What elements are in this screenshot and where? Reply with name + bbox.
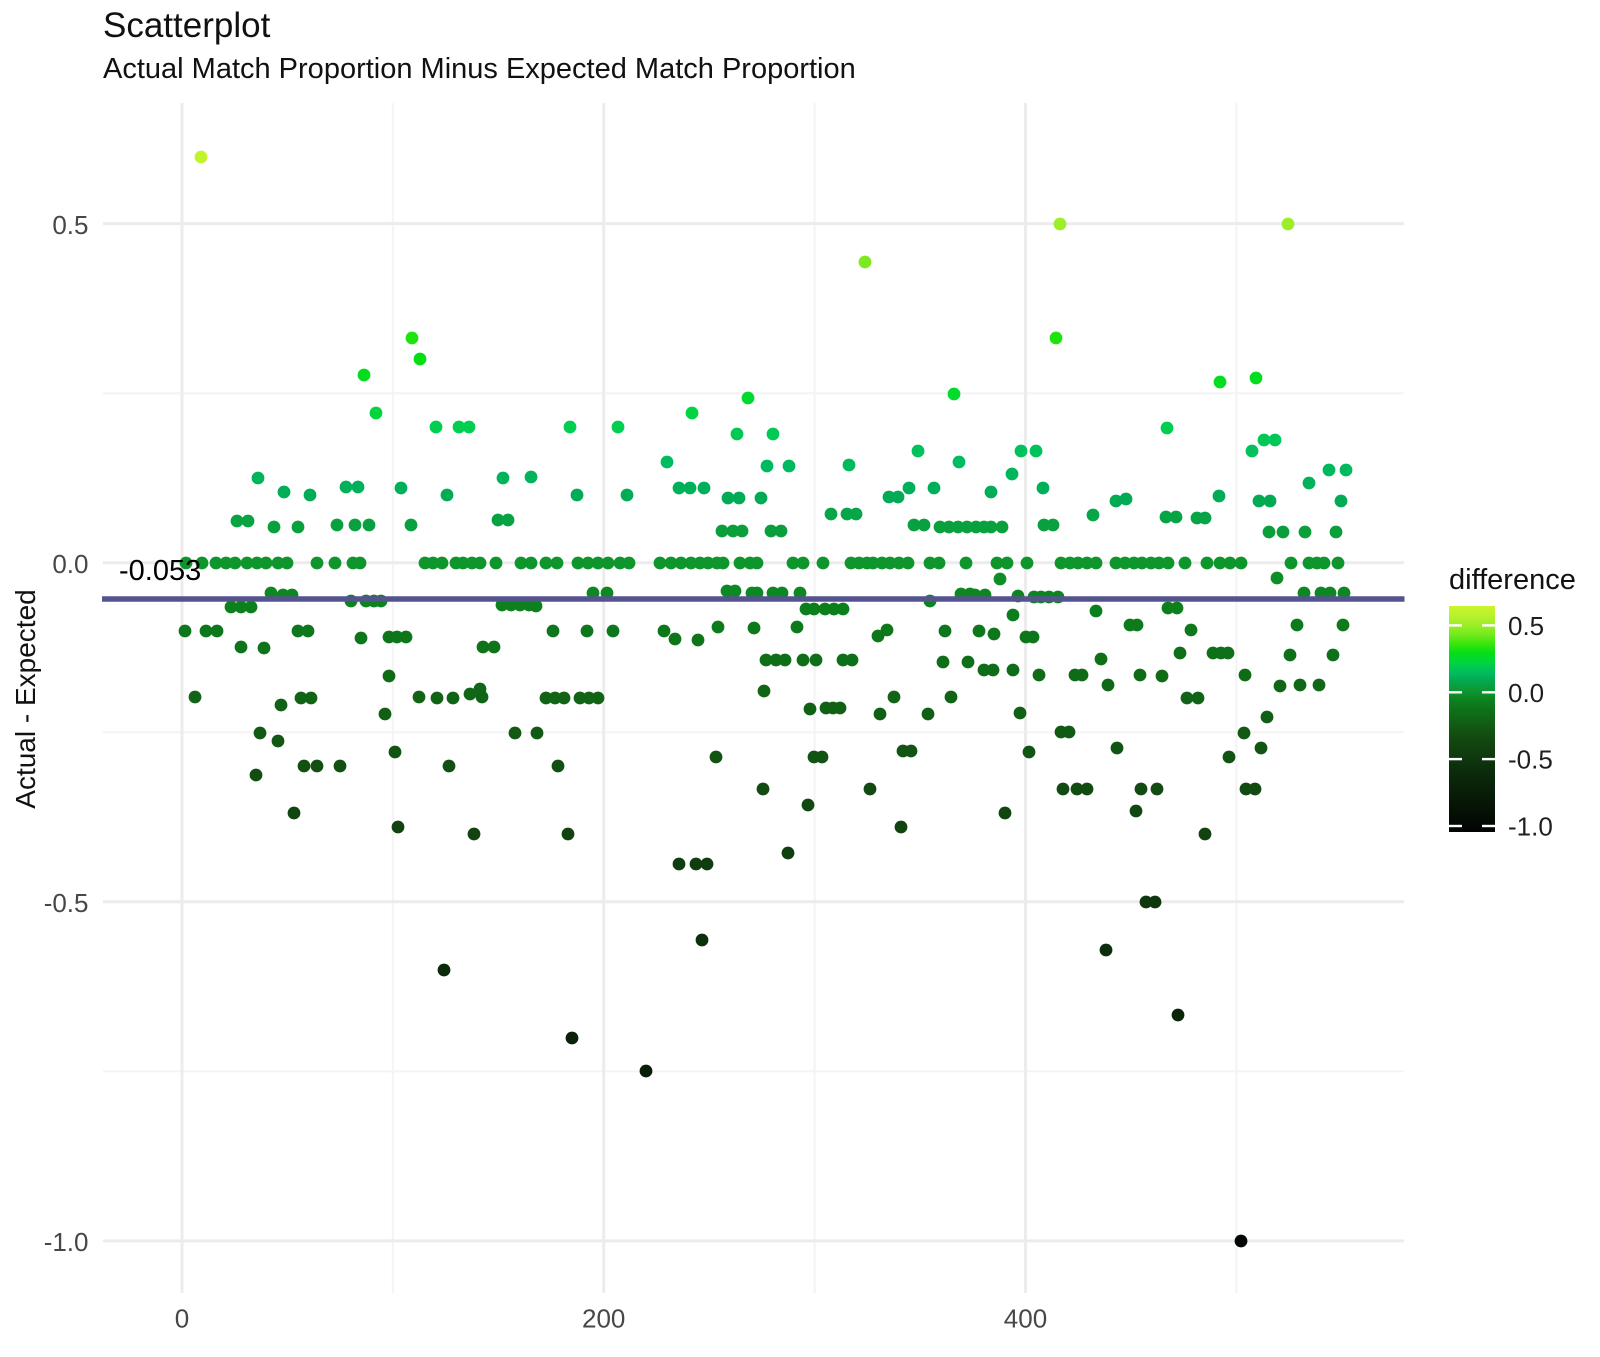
svg-text:0.5: 0.5 — [52, 210, 88, 240]
svg-text:0: 0 — [175, 1304, 189, 1334]
svg-text:-1.0: -1.0 — [1508, 812, 1553, 842]
svg-text:200: 200 — [582, 1304, 625, 1334]
svg-text:difference: difference — [1449, 564, 1576, 596]
svg-text:0.0: 0.0 — [52, 549, 88, 579]
svg-text:-1.0: -1.0 — [44, 1227, 89, 1257]
svg-text:-0.5: -0.5 — [1508, 745, 1553, 775]
svg-text:Scatterplot: Scatterplot — [103, 6, 271, 45]
svg-text:0.5: 0.5 — [1508, 611, 1544, 641]
svg-text:400: 400 — [1004, 1304, 1047, 1334]
svg-text:Actual Match Proportion Minus: Actual Match Proportion Minus Expected M… — [103, 53, 856, 85]
svg-text:0.0: 0.0 — [1508, 678, 1544, 708]
svg-text:Actual - Expected: Actual - Expected — [10, 589, 41, 808]
svg-text:-0.053: -0.053 — [119, 555, 201, 587]
svg-text:-0.5: -0.5 — [44, 888, 89, 918]
